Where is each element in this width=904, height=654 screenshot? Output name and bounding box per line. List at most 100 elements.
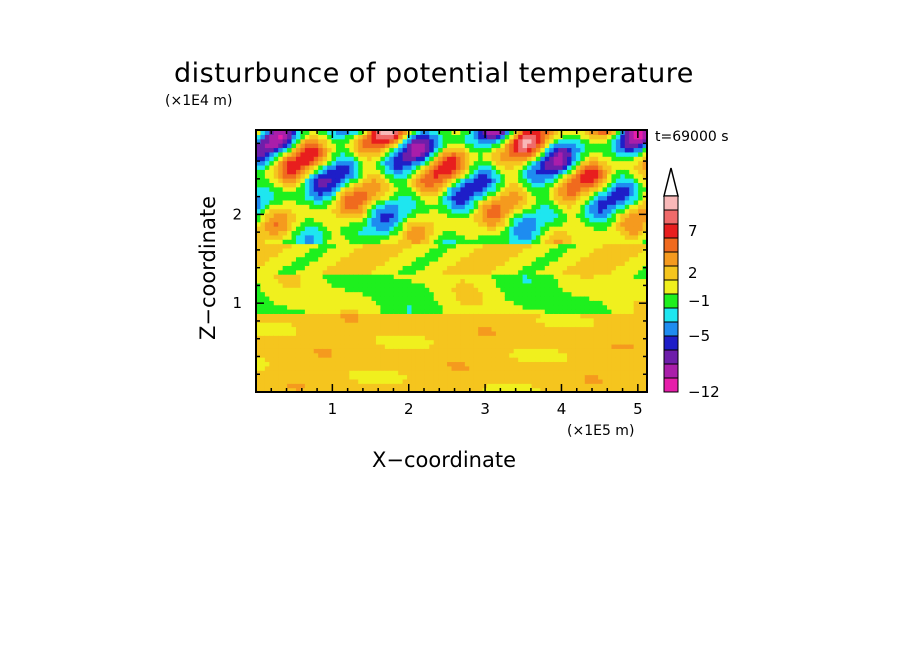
- field-cell: [562, 278, 568, 284]
- field-cell: [487, 357, 493, 363]
- field-cell: [455, 352, 461, 358]
- field-cell: [407, 378, 413, 384]
- field-cell: [424, 370, 430, 376]
- field-cell: [327, 234, 333, 240]
- field-cell: [438, 352, 444, 358]
- field-cell: [349, 247, 355, 253]
- field-cell: [313, 173, 319, 179]
- field-cell: [264, 343, 270, 349]
- field-cell: [340, 361, 346, 367]
- field-cell: [527, 282, 533, 288]
- field-cell: [273, 287, 279, 293]
- field-cell: [509, 143, 515, 149]
- field-cell: [380, 252, 386, 258]
- field-cell: [455, 130, 461, 135]
- field-cell: [491, 365, 497, 371]
- field-cell: [353, 335, 359, 341]
- field-cell: [464, 130, 470, 135]
- field-cell: [562, 370, 568, 376]
- field-cell: [487, 352, 493, 358]
- field-cell: [300, 243, 306, 249]
- field-cell: [473, 212, 479, 218]
- field-cell: [544, 221, 550, 227]
- field-cell: [278, 217, 284, 223]
- field-cell: [375, 204, 382, 210]
- field-cell: [362, 370, 368, 376]
- field-cell: [589, 370, 595, 376]
- field-cell: [353, 234, 359, 240]
- field-cell: [304, 160, 310, 166]
- field-cell: [375, 370, 382, 376]
- field-cell: [335, 274, 342, 280]
- field-cell: [256, 234, 262, 240]
- field-cell: [558, 164, 564, 170]
- field-cell: [504, 339, 510, 345]
- field-cell: [393, 204, 399, 210]
- field-cell: [371, 282, 377, 288]
- field-cell: [362, 143, 368, 149]
- field-cell: [571, 265, 577, 271]
- field-cell: [589, 365, 595, 371]
- field-cell: [549, 199, 555, 205]
- field-cell: [620, 313, 626, 319]
- field-cell: [415, 221, 421, 227]
- field-cell: [447, 178, 453, 183]
- field-cell: [362, 313, 368, 319]
- field-cell: [420, 164, 426, 170]
- field-cell: [318, 151, 324, 157]
- field-cell: [464, 134, 470, 140]
- field-cell: [567, 138, 573, 144]
- field-cell: [273, 370, 279, 376]
- field-cell: [256, 182, 262, 188]
- field-cell: [295, 330, 302, 336]
- field-cell: [478, 239, 484, 245]
- field-cell: [380, 322, 386, 328]
- field-cell: [438, 361, 444, 367]
- field-cell: [571, 343, 577, 349]
- field-cell: [535, 247, 541, 253]
- field-cell: [500, 156, 506, 162]
- field-cell: [438, 378, 444, 384]
- field-cell: [451, 261, 457, 266]
- field-cell: [269, 178, 275, 183]
- field-cell: [398, 309, 404, 314]
- field-cell: [495, 199, 501, 205]
- field-cell: [411, 278, 417, 284]
- field-cell: [322, 278, 328, 284]
- field-cell: [589, 195, 595, 201]
- field-cell: [411, 317, 417, 323]
- field-cell: [353, 217, 359, 223]
- field-cell: [278, 247, 284, 253]
- field-cell: [478, 160, 484, 166]
- field-cell: [584, 160, 590, 166]
- field-cell: [349, 243, 355, 249]
- field-cell: [273, 230, 279, 236]
- field-cell: [571, 304, 577, 310]
- field-cell: [527, 182, 533, 188]
- field-cell: [367, 134, 373, 140]
- field-cell: [575, 269, 581, 275]
- field-cell: [447, 221, 453, 227]
- field-cell: [340, 169, 346, 175]
- field-cell: [455, 278, 461, 284]
- field-cell: [460, 243, 466, 249]
- field-cell: [335, 143, 342, 149]
- field-cell: [420, 208, 426, 214]
- field-cell: [504, 134, 510, 140]
- field-cell: [567, 357, 573, 363]
- field-cell: [460, 326, 466, 332]
- field-cell: [393, 164, 399, 170]
- field-cell: [438, 160, 444, 166]
- field-cell: [398, 234, 404, 240]
- field-cell: [371, 387, 377, 393]
- field-cell: [411, 357, 417, 363]
- field-cell: [313, 378, 319, 384]
- field-cell: [269, 370, 275, 376]
- x-axis-multiplier: (×1E5 m): [567, 423, 635, 439]
- field-cell: [344, 143, 350, 149]
- field-cell: [273, 343, 279, 349]
- field-cell: [455, 226, 461, 232]
- field-cell: [287, 256, 293, 262]
- field-cell: [500, 243, 506, 249]
- field-cell: [544, 247, 550, 253]
